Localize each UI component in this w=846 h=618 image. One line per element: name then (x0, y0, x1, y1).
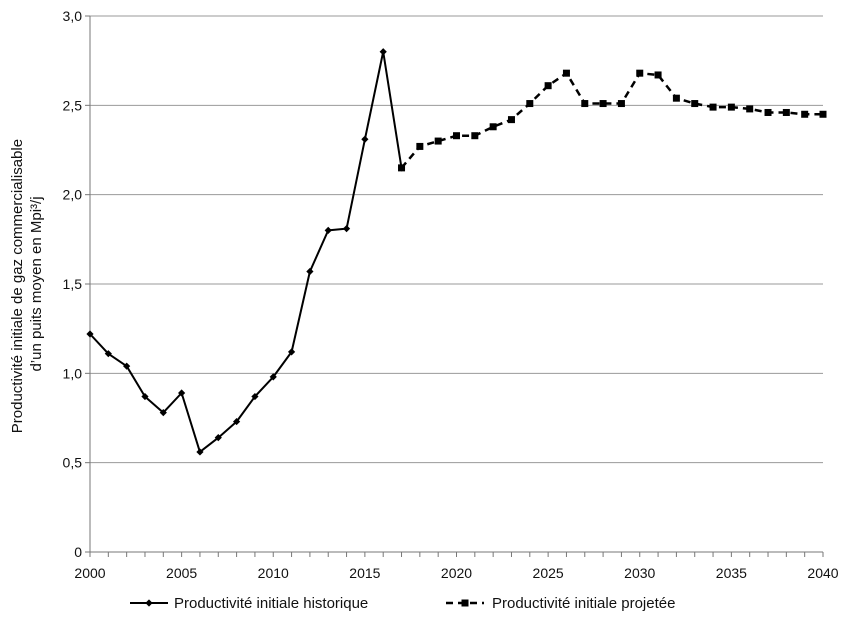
data-point-square (764, 108, 772, 116)
x-tick-label: 2020 (441, 565, 472, 581)
legend-marker-diamond (145, 599, 153, 607)
data-point-square (507, 116, 515, 124)
legend-item-historical: Productivité initiale historique (130, 595, 368, 612)
data-point-square (599, 100, 607, 108)
x-tick-label: 2015 (349, 565, 380, 581)
data-point-diamond (214, 434, 222, 442)
legend-marker-shape (461, 599, 469, 607)
data-point-square (727, 103, 735, 111)
data-point-square (709, 103, 717, 111)
data-point-square (581, 100, 589, 108)
series-markers (86, 48, 827, 456)
data-point-diamond (324, 226, 332, 234)
series-lines (89, 50, 823, 453)
data-point-diamond (141, 392, 149, 401)
y-tick-label: 1,0 (63, 365, 83, 381)
data-point-diamond (159, 409, 167, 417)
y-tick-label: 0,5 (63, 455, 83, 471)
data-point-diamond (123, 362, 131, 370)
data-point-diamond (196, 448, 204, 456)
data-point-square (672, 94, 680, 102)
x-tick-label: 2000 (74, 565, 105, 581)
tick-labels: 0 0,5 1,0 1,5 2,0 2,5 3,0 2000 2005 2010 2015 2020 2… (63, 8, 839, 581)
legend: Productivité initiale historique Product… (130, 595, 675, 612)
x-tick-label: 2040 (807, 565, 838, 581)
axes (85, 15, 824, 557)
y-tick-label: 0 (74, 544, 82, 560)
data-point-diamond (178, 389, 186, 397)
y-tick-label: 2,0 (63, 187, 83, 203)
data-point-square (526, 100, 534, 108)
data-point-square (636, 69, 644, 77)
legend-item-projected: Productivité initiale projetée (446, 595, 675, 612)
data-point-square (471, 132, 479, 140)
data-point-square (654, 71, 662, 79)
y-axis-title-line-1: Productivité initiale de gaz commerciali… (9, 139, 26, 433)
data-point-square (617, 100, 625, 108)
data-point-diamond (86, 330, 94, 338)
y-tick-label: 3,0 (63, 8, 83, 24)
data-point-diamond (379, 48, 387, 56)
y-tick-label: 2,5 (63, 97, 83, 113)
data-point-square (562, 69, 570, 77)
data-point-diamond (269, 373, 277, 381)
series-line-historical (89, 50, 403, 453)
legend-label-projected: Productivité initiale projetée (492, 595, 675, 612)
data-point-square (691, 100, 699, 108)
data-point-square (453, 132, 460, 140)
x-tick-label: 2005 (166, 565, 197, 581)
data-point-square (544, 82, 552, 90)
data-point-square (398, 164, 406, 172)
x-tick-label: 2030 (624, 565, 655, 581)
legend-marker-square (461, 599, 469, 607)
data-point-square (746, 105, 754, 113)
data-point-square (819, 110, 827, 118)
data-point-diamond (342, 225, 351, 233)
series-line-projected (400, 71, 823, 169)
data-point-diamond (104, 350, 112, 358)
data-point-diamond (251, 392, 259, 401)
data-point-diamond (287, 348, 296, 356)
data-point-square (782, 108, 790, 116)
data-point-square (801, 110, 809, 118)
gridlines (90, 15, 823, 464)
legend-marker-shape (145, 599, 153, 607)
x-tick-label: 2010 (258, 565, 289, 581)
y-axis-title: Productivité initiale de gaz commerciali… (9, 135, 45, 433)
data-point-diamond (233, 417, 241, 426)
y-tick-label: 1,5 (63, 276, 83, 292)
data-point-square (434, 137, 442, 145)
data-point-diamond (306, 267, 314, 276)
data-point-square (489, 123, 497, 131)
data-point-diamond (361, 135, 369, 143)
data-point-square (416, 142, 424, 150)
legend-label-historical: Productivité initiale historique (174, 595, 368, 612)
x-tick-label: 2035 (716, 565, 747, 581)
y-axis-title-line-2: d’un puits moyen en Mpi³/j (28, 196, 45, 371)
x-tick-label: 2025 (533, 565, 564, 581)
